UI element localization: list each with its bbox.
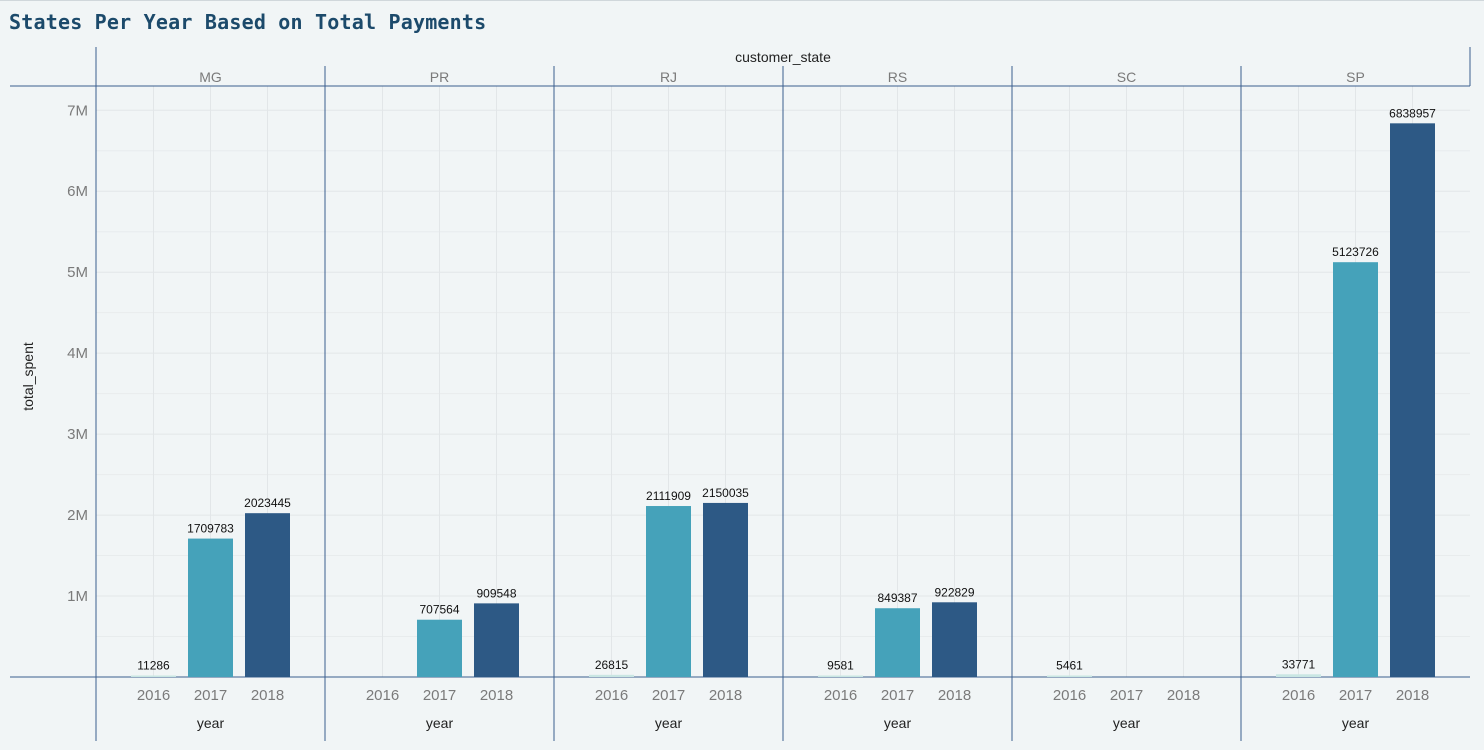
y-tick-label: 6M xyxy=(67,183,88,200)
x-tick-label: 2016 xyxy=(824,687,857,704)
bar-rs-2017 xyxy=(875,608,920,677)
x-tick-label: 2016 xyxy=(366,687,399,704)
bar-rj-2018 xyxy=(703,502,748,677)
data-label: 2150035 xyxy=(702,486,749,500)
data-label: 5461 xyxy=(1056,659,1083,673)
bar-pr-2017 xyxy=(417,619,462,677)
bar-sc-2016 xyxy=(1047,675,1092,677)
data-label: 707564 xyxy=(419,603,459,617)
facet-label-pr: PR xyxy=(430,69,449,85)
x-tick-label: 2018 xyxy=(251,687,284,704)
x-tick-label: 2017 xyxy=(1339,687,1372,704)
data-label: 6838957 xyxy=(1389,106,1436,120)
chart-title: States Per Year Based on Total Payments xyxy=(9,10,487,34)
x-tick-label: 2018 xyxy=(1167,687,1200,704)
data-label: 2023445 xyxy=(244,496,291,510)
x-axis-title: year xyxy=(884,715,912,731)
bar-sp-2016 xyxy=(1276,674,1321,677)
bar-rj-2017 xyxy=(646,506,691,677)
facet-axis-title: customer_state xyxy=(735,49,831,65)
x-tick-label: 2017 xyxy=(881,687,914,704)
data-label: 922829 xyxy=(934,585,974,599)
x-tick-label: 2018 xyxy=(1396,687,1429,704)
data-label: 909548 xyxy=(476,586,516,600)
bar-rj-2016 xyxy=(589,674,634,677)
x-tick-label: 2017 xyxy=(423,687,456,704)
x-axis-title: year xyxy=(197,715,225,731)
y-tick-label: 5M xyxy=(67,264,88,281)
x-tick-label: 2016 xyxy=(1282,687,1315,704)
x-axis-title: year xyxy=(655,715,683,731)
bar-rs-2018 xyxy=(932,602,977,677)
facet-label-rs: RS xyxy=(888,69,907,85)
facet-label-sp: SP xyxy=(1346,69,1365,85)
y-tick-label: 4M xyxy=(67,345,88,362)
x-tick-label: 2018 xyxy=(938,687,971,704)
bar-mg-2016 xyxy=(131,675,176,677)
x-axis-title: year xyxy=(426,715,454,731)
x-axis-title: year xyxy=(1113,715,1141,731)
data-label: 1709783 xyxy=(187,522,234,536)
x-tick-label: 2017 xyxy=(1110,687,1143,704)
data-label: 849387 xyxy=(877,591,917,605)
y-tick-label: 2M xyxy=(67,507,88,524)
x-tick-label: 2016 xyxy=(1053,687,1086,704)
x-tick-label: 2016 xyxy=(137,687,170,704)
bar-sp-2017 xyxy=(1333,262,1378,677)
x-tick-label: 2018 xyxy=(480,687,513,704)
bar-pr-2018 xyxy=(474,603,519,677)
y-tick-label: 7M xyxy=(67,102,88,119)
data-label: 2111909 xyxy=(646,489,691,503)
facet-label-mg: MG xyxy=(199,69,222,85)
x-axis-title: year xyxy=(1342,715,1370,731)
facet-label-sc: SC xyxy=(1117,69,1136,85)
x-tick-label: 2017 xyxy=(652,687,685,704)
y-axis-title: total_spent xyxy=(20,342,36,411)
bar-mg-2018 xyxy=(245,513,290,677)
data-label: 26815 xyxy=(595,658,629,672)
y-tick-label: 3M xyxy=(67,426,88,443)
facet-label-rj: RJ xyxy=(660,69,677,85)
y-tick-label: 1M xyxy=(67,588,88,605)
bar-mg-2017 xyxy=(188,538,233,677)
x-tick-label: 2017 xyxy=(194,687,227,704)
bar-rs-2016 xyxy=(818,675,863,677)
data-label: 9581 xyxy=(827,659,854,673)
data-label: 5123726 xyxy=(1332,245,1379,259)
x-tick-label: 2016 xyxy=(595,687,628,704)
data-label: 33771 xyxy=(1282,657,1316,671)
data-label: 11286 xyxy=(137,659,170,673)
x-tick-label: 2018 xyxy=(709,687,742,704)
bar-sp-2018 xyxy=(1390,123,1435,677)
